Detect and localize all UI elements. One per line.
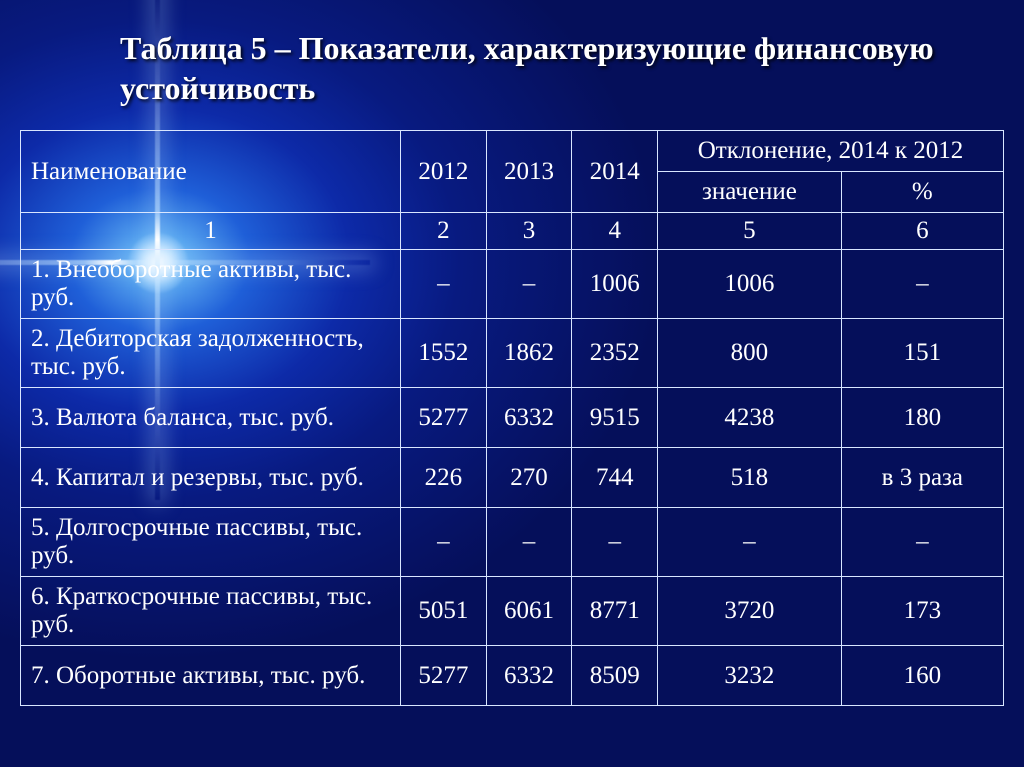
- table-row: 1. Внеоборотные активы, тыс. руб. – – 10…: [21, 250, 1004, 319]
- cell-name: 4. Капитал и резервы, тыс. руб.: [21, 448, 401, 508]
- cell-2014: 8771: [572, 577, 658, 646]
- table-row: 6. Краткосрочные пассивы, тыс. руб. 5051…: [21, 577, 1004, 646]
- col-header-deviation-value: значение: [658, 172, 842, 213]
- cell-2014: 9515: [572, 388, 658, 448]
- cell-2014: 8509: [572, 646, 658, 706]
- column-number-row: 1 2 3 4 5 6: [21, 213, 1004, 250]
- financial-stability-table: Наименование 2012 2013 2014 Отклонение, …: [20, 130, 1004, 706]
- cell-dev-pct: 173: [841, 577, 1003, 646]
- cell-dev-val: 1006: [658, 250, 842, 319]
- cell-dev-pct: в 3 раза: [841, 448, 1003, 508]
- slide-title: Таблица 5 – Показатели, характеризующие …: [120, 28, 960, 108]
- cell-name: 5. Долгосрочные пассивы, тыс. руб.: [21, 508, 401, 577]
- colnum-5: 5: [658, 213, 842, 250]
- cell-dev-val: –: [658, 508, 842, 577]
- cell-2013: –: [486, 250, 572, 319]
- colnum-3: 3: [486, 213, 572, 250]
- colnum-1: 1: [21, 213, 401, 250]
- table-header: Наименование 2012 2013 2014 Отклонение, …: [21, 131, 1004, 250]
- cell-2012: 1552: [401, 319, 487, 388]
- cell-2012: 226: [401, 448, 487, 508]
- cell-2014: 1006: [572, 250, 658, 319]
- cell-2013: 270: [486, 448, 572, 508]
- cell-name: 1. Внеоборотные активы, тыс. руб.: [21, 250, 401, 319]
- cell-dev-pct: –: [841, 250, 1003, 319]
- cell-2013: 6061: [486, 577, 572, 646]
- table-body: 1. Внеоборотные активы, тыс. руб. – – 10…: [21, 250, 1004, 706]
- cell-2014: –: [572, 508, 658, 577]
- cell-2012: 5051: [401, 577, 487, 646]
- cell-2014: 744: [572, 448, 658, 508]
- cell-2013: 6332: [486, 388, 572, 448]
- col-header-name: Наименование: [21, 131, 401, 213]
- col-header-2012: 2012: [401, 131, 487, 213]
- table-row: 4. Капитал и резервы, тыс. руб. 226 270 …: [21, 448, 1004, 508]
- table-row: 7. Оборотные активы, тыс. руб. 5277 6332…: [21, 646, 1004, 706]
- cell-2013: 6332: [486, 646, 572, 706]
- cell-name: 6. Краткосрочные пассивы, тыс. руб.: [21, 577, 401, 646]
- colnum-6: 6: [841, 213, 1003, 250]
- col-header-deviation-group: Отклонение, 2014 к 2012: [658, 131, 1004, 172]
- cell-name: 3. Валюта баланса, тыс. руб.: [21, 388, 401, 448]
- cell-2013: –: [486, 508, 572, 577]
- cell-2012: –: [401, 508, 487, 577]
- cell-2012: 5277: [401, 646, 487, 706]
- cell-2012: –: [401, 250, 487, 319]
- cell-dev-pct: 160: [841, 646, 1003, 706]
- cell-2014: 2352: [572, 319, 658, 388]
- cell-dev-val: 518: [658, 448, 842, 508]
- cell-dev-val: 800: [658, 319, 842, 388]
- cell-2013: 1862: [486, 319, 572, 388]
- cell-name: 7. Оборотные активы, тыс. руб.: [21, 646, 401, 706]
- table-row: 5. Долгосрочные пассивы, тыс. руб. – – –…: [21, 508, 1004, 577]
- cell-name: 2. Дебиторская задолженность, тыс. руб.: [21, 319, 401, 388]
- colnum-4: 4: [572, 213, 658, 250]
- col-header-2014: 2014: [572, 131, 658, 213]
- cell-dev-val: 3232: [658, 646, 842, 706]
- cell-dev-pct: 151: [841, 319, 1003, 388]
- slide: Таблица 5 – Показатели, характеризующие …: [0, 0, 1024, 767]
- colnum-2: 2: [401, 213, 487, 250]
- col-header-deviation-percent: %: [841, 172, 1003, 213]
- cell-dev-val: 3720: [658, 577, 842, 646]
- table-row: 2. Дебиторская задолженность, тыс. руб. …: [21, 319, 1004, 388]
- col-header-2013: 2013: [486, 131, 572, 213]
- cell-dev-val: 4238: [658, 388, 842, 448]
- cell-dev-pct: –: [841, 508, 1003, 577]
- table-row: 3. Валюта баланса, тыс. руб. 5277 6332 9…: [21, 388, 1004, 448]
- cell-dev-pct: 180: [841, 388, 1003, 448]
- cell-2012: 5277: [401, 388, 487, 448]
